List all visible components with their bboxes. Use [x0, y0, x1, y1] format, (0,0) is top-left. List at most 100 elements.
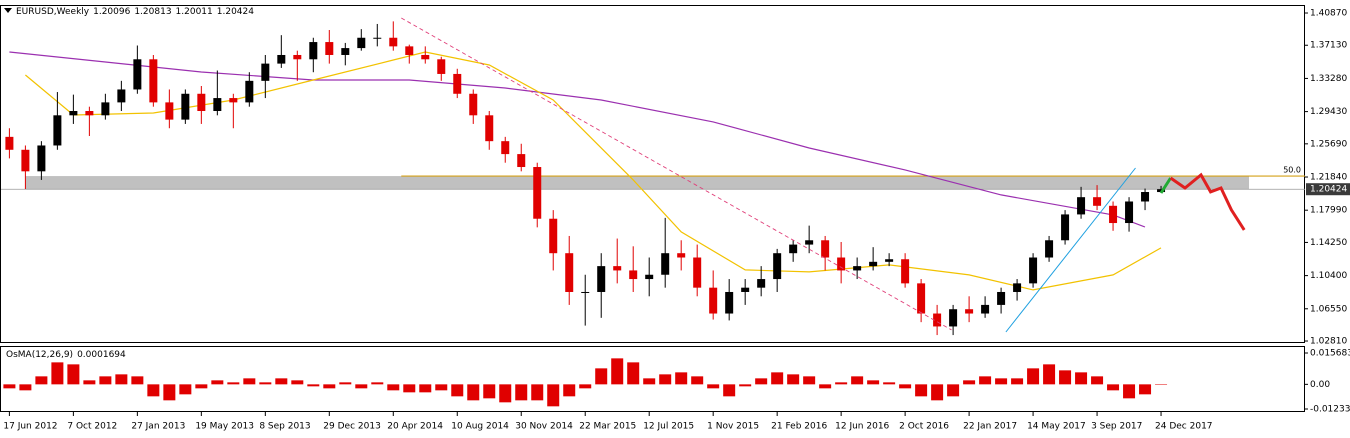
histogram-bar: [851, 376, 864, 385]
candle-body: [677, 253, 686, 258]
histogram-bar: [355, 384, 368, 389]
candle-body: [485, 115, 494, 142]
candle-body: [725, 291, 734, 314]
histogram-bar: [83, 380, 96, 385]
candle-body: [261, 63, 270, 81]
candle-body: [1125, 201, 1134, 224]
histogram-bar: [1107, 384, 1120, 391]
x-tick-label: 1 Nov 2015: [707, 422, 759, 432]
candle-body: [1109, 205, 1118, 224]
x-tick-label: 17 Jun 2012: [3, 422, 57, 432]
y-tick-label: 1.33280: [1310, 74, 1347, 84]
x-tick-label: 12 Jun 2016: [835, 422, 889, 432]
candle-body: [757, 279, 766, 288]
histogram-bar: [931, 384, 944, 401]
histogram-bar: [275, 378, 288, 385]
histogram-bar: [435, 384, 448, 391]
x-tick-label: 8 Sep 2013: [259, 422, 310, 432]
candle-body: [405, 46, 414, 55]
histogram-bar: [947, 384, 960, 397]
candle-body: [1077, 197, 1086, 215]
histogram-bar: [35, 376, 48, 385]
candle-body: [549, 218, 558, 254]
histogram-bar: [1075, 372, 1088, 385]
drawing: [401, 17, 952, 331]
x-tick-label: 27 Jan 2013: [131, 422, 185, 432]
y-tick-label: -0.012335: [1310, 404, 1350, 414]
y-tick-label: 1.10400: [1310, 271, 1347, 281]
histogram-bar: [467, 384, 480, 401]
candle-body: [613, 266, 622, 271]
candle-body: [453, 73, 462, 94]
candle-body: [149, 59, 158, 103]
histogram-bar: [323, 384, 336, 389]
histogram-bar: [979, 376, 992, 385]
histogram-bar: [531, 384, 544, 401]
histogram-bar: [1011, 378, 1024, 385]
candle-body: [837, 257, 846, 271]
candle-body: [965, 309, 974, 314]
histogram-bar: [387, 384, 400, 391]
histogram-bar: [883, 382, 896, 385]
candle-body: [69, 111, 78, 116]
histogram-bar: [179, 384, 192, 395]
candle-body: [5, 136, 14, 150]
drawing: [1169, 172, 1246, 231]
candle-body: [293, 54, 302, 60]
low: 1.20011: [176, 7, 213, 17]
osma-panel: [0, 346, 1305, 412]
candle-body: [565, 253, 574, 292]
histogram-bar: [483, 384, 496, 399]
histogram-bar: [771, 372, 784, 385]
candle-body: [421, 54, 430, 60]
candle-body: [869, 261, 878, 267]
candle-body: [389, 37, 398, 47]
histogram-bar: [19, 384, 32, 391]
candle-body: [789, 244, 798, 254]
histogram-bar: [723, 384, 736, 397]
candle-body: [357, 37, 366, 49]
y-tick-label: 1.06550: [1310, 304, 1347, 314]
y-tick-label: 1.25690: [1310, 139, 1347, 149]
drawing: [1005, 167, 1136, 333]
histogram-bar: [691, 376, 704, 385]
candle-body: [773, 253, 782, 280]
histogram-bar: [67, 364, 80, 385]
chart-title: EURUSD,Weekly 1.20096 1.20813 1.20011 1.2042…: [16, 7, 254, 17]
x-tick-label: 21 Feb 2016: [771, 422, 827, 432]
y-tick-label: 1.21840: [1310, 173, 1347, 183]
candle-body: [981, 304, 990, 314]
candle-body: [1061, 214, 1070, 241]
candle-body: [805, 240, 814, 245]
histogram-bar: [627, 362, 640, 385]
candle-body: [469, 93, 478, 116]
histogram-bar: [915, 384, 928, 397]
candle-body: [709, 287, 718, 314]
candle-body: [181, 93, 190, 120]
histogram-bar: [707, 384, 720, 389]
candle-body: [133, 59, 142, 90]
histogram-bar: [611, 358, 624, 385]
y-tick-label: 1.37130: [1310, 41, 1347, 51]
histogram-bar: [995, 378, 1008, 385]
candle-body: [581, 291, 590, 293]
histogram-bar: [595, 368, 608, 385]
histogram-bar: [563, 384, 576, 397]
candle-body: [661, 253, 670, 275]
main-panel: [0, 5, 1305, 343]
y-tick-label: 1.02810: [1310, 337, 1347, 347]
candle-body: [85, 111, 94, 116]
y-tick-label: 1.40870: [1310, 9, 1347, 19]
histogram-bar: [403, 384, 416, 393]
histogram-bar: [787, 374, 800, 385]
candle-body: [1029, 257, 1038, 284]
histogram-bar: [163, 384, 176, 401]
y-tick-label: 1.14250: [1310, 238, 1347, 248]
x-tick-label: 20 Apr 2014: [387, 422, 443, 432]
histogram-bar: [371, 382, 384, 385]
candle-body: [245, 80, 254, 103]
candle-body: [101, 102, 110, 116]
